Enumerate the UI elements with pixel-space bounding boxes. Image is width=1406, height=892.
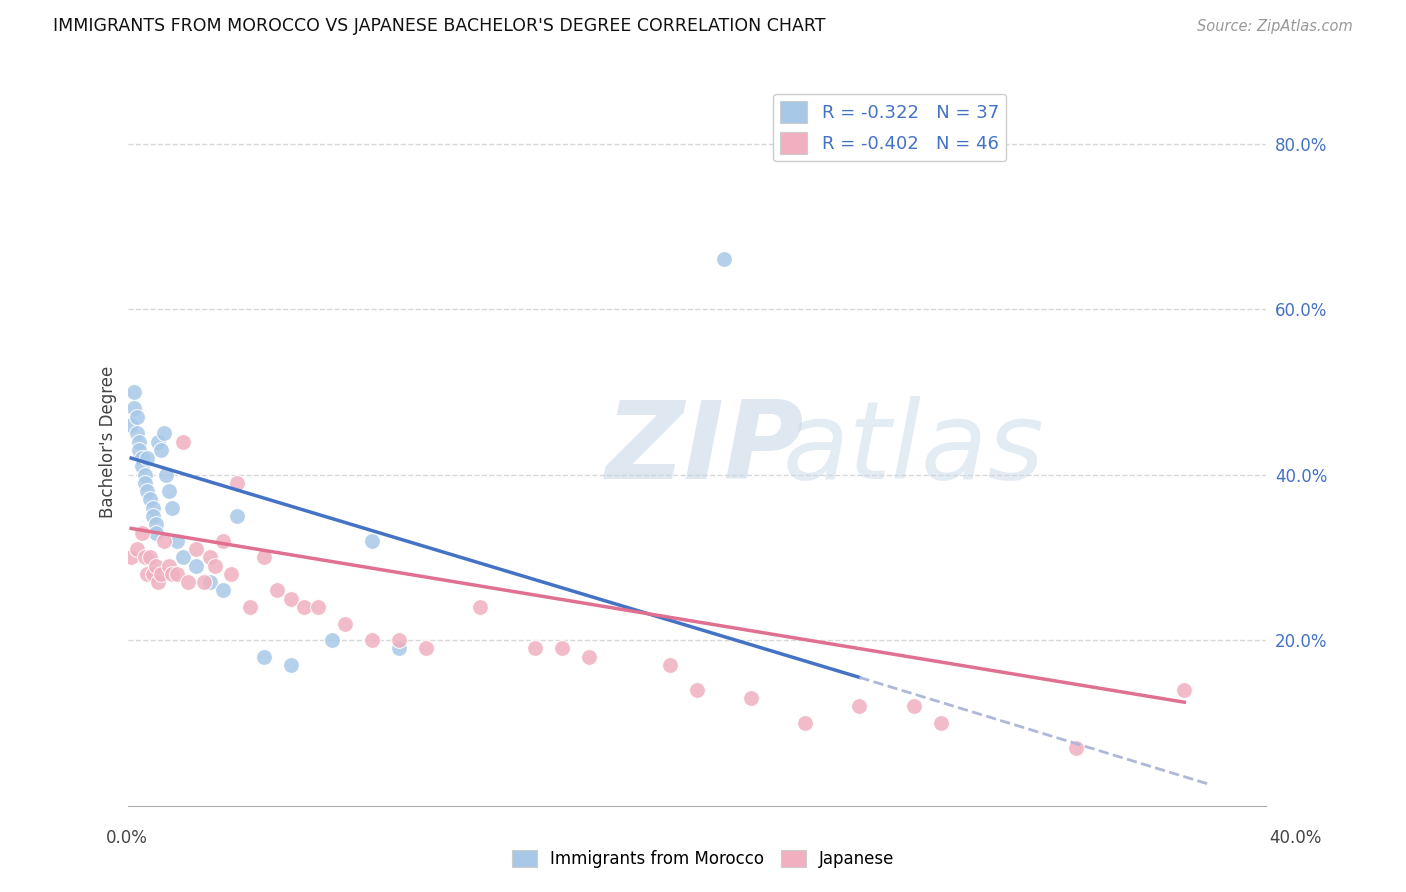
- Point: [333, 616, 356, 631]
- Point: [142, 500, 165, 515]
- Text: IMMIGRANTS FROM MOROCCO VS JAPANESE BACHELOR'S DEGREE CORRELATION CHART: IMMIGRANTS FROM MOROCCO VS JAPANESE BACH…: [53, 17, 825, 35]
- Point: [155, 467, 177, 482]
- Point: [134, 467, 156, 482]
- Point: [225, 508, 247, 523]
- Point: [929, 715, 952, 730]
- Point: [122, 384, 145, 399]
- Text: Source: ZipAtlas.com: Source: ZipAtlas.com: [1197, 20, 1353, 34]
- Point: [388, 641, 411, 656]
- Text: 0.0%: 0.0%: [105, 829, 148, 847]
- Point: [134, 475, 156, 490]
- Legend: Immigrants from Morocco, Japanese: Immigrants from Morocco, Japanese: [505, 843, 901, 875]
- Point: [145, 517, 167, 532]
- Point: [578, 649, 600, 664]
- Point: [266, 583, 288, 598]
- Point: [125, 426, 148, 441]
- Point: [794, 715, 817, 730]
- Point: [658, 657, 681, 672]
- Point: [193, 575, 215, 590]
- Point: [523, 641, 546, 656]
- Point: [321, 633, 343, 648]
- Point: [239, 600, 262, 615]
- Point: [166, 566, 188, 581]
- Point: [139, 492, 162, 507]
- Point: [152, 533, 174, 548]
- Point: [177, 575, 200, 590]
- Point: [142, 566, 165, 581]
- Point: [848, 699, 870, 714]
- Point: [280, 591, 302, 606]
- Point: [172, 434, 194, 449]
- Point: [148, 575, 170, 590]
- Point: [149, 566, 172, 581]
- Point: [253, 550, 276, 565]
- Point: [157, 484, 180, 499]
- Point: [122, 401, 145, 416]
- Point: [1064, 740, 1087, 755]
- Point: [388, 633, 411, 648]
- Point: [253, 649, 276, 664]
- Point: [361, 633, 384, 648]
- Text: ZIP: ZIP: [606, 396, 804, 502]
- Point: [166, 533, 188, 548]
- Point: [686, 682, 709, 697]
- Point: [120, 550, 142, 565]
- Text: atlas: atlas: [782, 396, 1045, 501]
- Point: [145, 558, 167, 573]
- Point: [139, 550, 162, 565]
- Point: [903, 699, 925, 714]
- Legend: R = -0.322   N = 37, R = -0.402   N = 46: R = -0.322 N = 37, R = -0.402 N = 46: [773, 94, 1007, 161]
- Point: [125, 542, 148, 557]
- Point: [128, 434, 150, 449]
- Point: [470, 600, 492, 615]
- Point: [172, 550, 194, 565]
- Text: 40.0%: 40.0%: [1270, 829, 1322, 847]
- Point: [361, 533, 384, 548]
- Point: [198, 575, 221, 590]
- Point: [148, 434, 170, 449]
- Point: [550, 641, 572, 656]
- Point: [128, 442, 150, 457]
- Point: [131, 525, 153, 540]
- Point: [212, 583, 235, 598]
- Point: [120, 417, 142, 432]
- Point: [280, 657, 302, 672]
- Point: [131, 451, 153, 466]
- Point: [198, 550, 221, 565]
- Y-axis label: Bachelor's Degree: Bachelor's Degree: [100, 366, 117, 517]
- Point: [157, 558, 180, 573]
- Point: [136, 484, 159, 499]
- Point: [136, 451, 159, 466]
- Point: [131, 459, 153, 474]
- Point: [134, 550, 156, 565]
- Point: [212, 533, 235, 548]
- Point: [740, 691, 762, 706]
- Point: [221, 566, 243, 581]
- Point: [204, 558, 226, 573]
- Point: [415, 641, 437, 656]
- Point: [186, 542, 208, 557]
- Point: [1173, 682, 1195, 697]
- Point: [225, 475, 247, 490]
- Point: [186, 558, 208, 573]
- Point: [713, 252, 735, 267]
- Point: [149, 442, 172, 457]
- Point: [136, 566, 159, 581]
- Point: [307, 600, 329, 615]
- Point: [125, 409, 148, 424]
- Point: [142, 508, 165, 523]
- Point: [294, 600, 316, 615]
- Point: [848, 136, 870, 151]
- Point: [152, 426, 174, 441]
- Point: [145, 525, 167, 540]
- Point: [160, 500, 183, 515]
- Point: [160, 566, 183, 581]
